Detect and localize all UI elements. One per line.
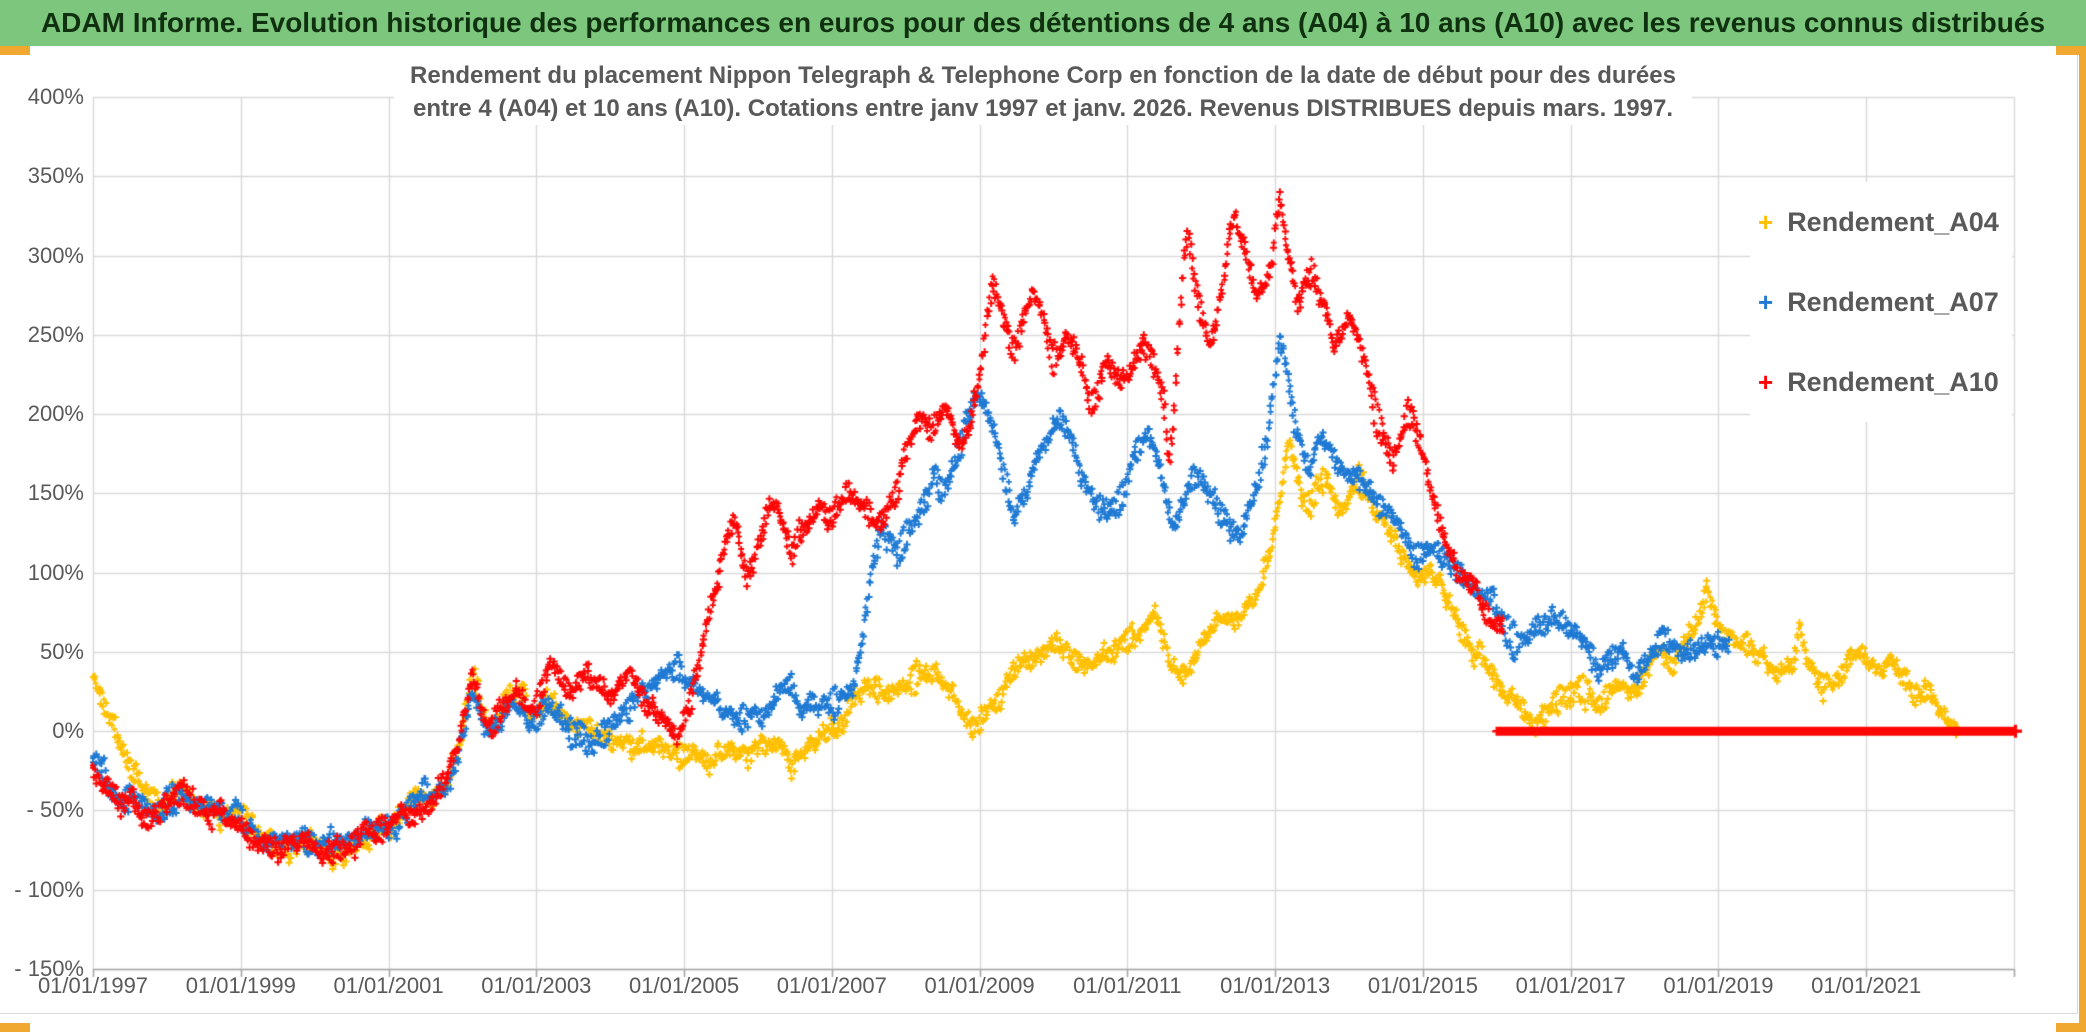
x-axis-tick-label: 01/01/2003 (481, 973, 592, 998)
y-axis-tick-label: 50% (39, 638, 84, 664)
x-axis-tick-label: 01/01/2013 (1220, 973, 1331, 998)
y-axis-tick-label: 100% (27, 559, 84, 585)
legend-item-a07[interactable]: + Rendement_A07 (1750, 262, 2012, 342)
x-axis-tick-label: 01/01/2005 (629, 973, 740, 998)
chart-plot-canvas[interactable] (0, 55, 2086, 1013)
gold-accent-top-right (2056, 46, 2086, 55)
x-axis-tick-label: 01/01/2019 (1663, 973, 1774, 998)
y-axis-tick-label: 200% (27, 401, 84, 427)
x-axis-tick-label: 01/01/2015 (1367, 973, 1478, 998)
x-axis-tick-label: 01/01/1997 (37, 973, 149, 998)
banner-title: ADAM Informe. Evolution historique des p… (0, 0, 2086, 46)
y-axis-tick-label: - 100% (14, 876, 84, 902)
legend-label: Rendement_A07 (1787, 286, 1999, 317)
x-axis-tick-label: 01/01/2009 (924, 973, 1035, 998)
y-axis-tick-label: - 50% (26, 797, 84, 823)
gold-accent-bottom-left (0, 1023, 30, 1032)
legend-item-a04[interactable]: + Rendement_A04 (1750, 182, 2012, 262)
y-axis-tick-label: 300% (27, 242, 84, 268)
legend-label: Rendement_A04 (1787, 206, 1999, 237)
gold-accent-top-left (0, 46, 30, 55)
y-axis-tick-label: 400% (27, 84, 84, 109)
legend-label: Rendement_A10 (1787, 366, 1999, 397)
x-axis-tick-label: 01/01/1999 (185, 973, 296, 998)
x-axis-tick-label: 01/01/2007 (776, 973, 887, 998)
x-axis-tick-label: 01/01/2017 (1515, 973, 1626, 998)
legend-item-a10[interactable]: + Rendement_A10 (1750, 342, 2012, 422)
y-axis-tick-label: - 150% (14, 956, 84, 981)
gold-accent-bottom-right (2056, 1023, 2086, 1032)
y-axis-tick-label: 150% (27, 480, 84, 506)
chart-title: Rendement du placement Nippon Telegraph … (394, 59, 1692, 125)
x-axis-tick-label: 01/01/2011 (1073, 973, 1182, 998)
y-axis-tick-label: 350% (27, 163, 84, 189)
chart-title-line2: entre 4 (A04) et 10 ans (A10). Cotations… (412, 95, 1674, 122)
plus-marker-icon: + (1758, 367, 1774, 397)
y-axis-tick-label: 0% (52, 718, 84, 744)
x-axis-tick-label: 01/01/2001 (333, 973, 444, 998)
plus-marker-icon: + (1758, 207, 1774, 237)
plus-marker-icon: + (1758, 287, 1774, 317)
chart-title-line1: Rendement du placement Nippon Telegraph … (410, 62, 1676, 89)
chart-legend: + Rendement_A04 + Rendement_A07 + Rendem… (1750, 182, 2012, 422)
y-axis-tick-label: 250% (27, 321, 84, 347)
x-axis-tick-label: 01/01/2021 (1811, 973, 1922, 998)
